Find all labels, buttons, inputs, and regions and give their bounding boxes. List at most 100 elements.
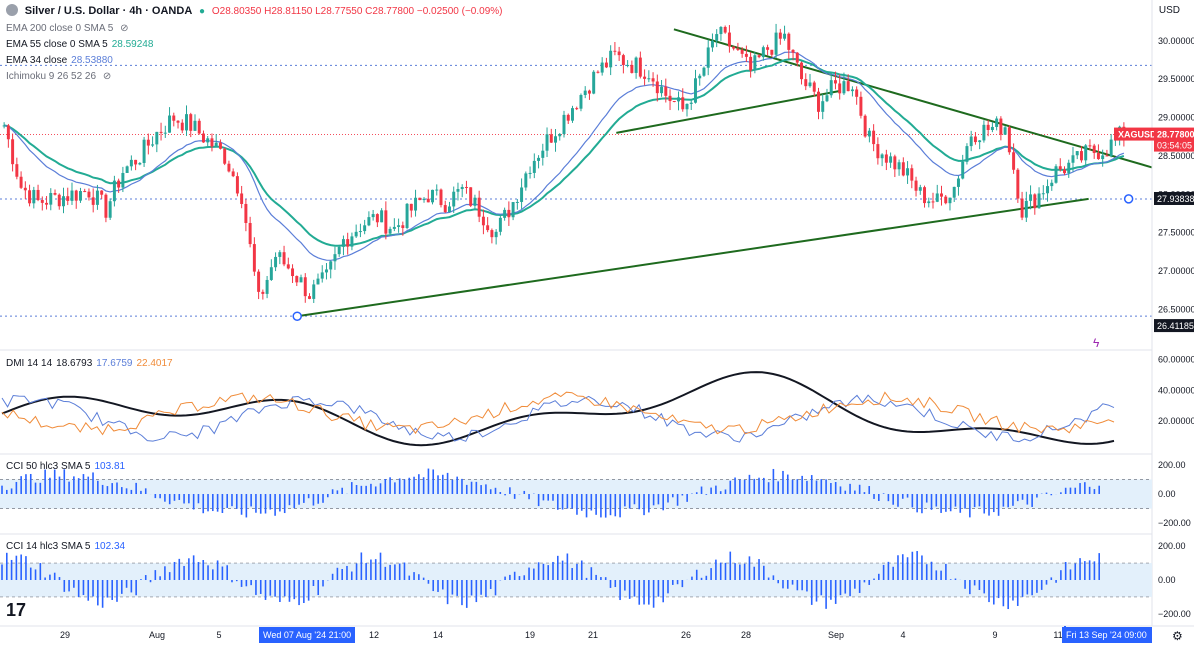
candle-body bbox=[655, 81, 659, 94]
price-tick-label: 27.00000 bbox=[1158, 266, 1194, 276]
candle-body bbox=[829, 80, 833, 96]
cci14-tick-label: 200.00 bbox=[1158, 541, 1186, 551]
cci50-label: CCI 50 hlc3 SMA 5 bbox=[6, 461, 91, 472]
candle-body bbox=[940, 193, 943, 197]
time-cursor-right-bg bbox=[1062, 627, 1152, 643]
cci50-legend[interactable]: CCI 50 hlc3 SMA 5 103.81 bbox=[6, 460, 129, 474]
symbol-title: Silver / U.S. Dollar · 4h · OANDA bbox=[24, 5, 193, 17]
candle-body bbox=[668, 95, 672, 102]
candle-body bbox=[753, 55, 757, 71]
candle-body bbox=[375, 214, 379, 223]
candle-body bbox=[426, 198, 430, 203]
candle-body bbox=[185, 114, 188, 131]
candle-body bbox=[45, 202, 49, 205]
cci14-legend[interactable]: CCI 14 hlc3 SMA 5 102.34 bbox=[6, 540, 129, 554]
resistance-tag-bg bbox=[1154, 191, 1194, 205]
candle-body bbox=[757, 55, 761, 58]
candle-body bbox=[935, 193, 939, 202]
price-gridlines bbox=[0, 64, 1152, 317]
candle-body bbox=[1105, 155, 1109, 157]
candle-body bbox=[927, 201, 931, 204]
candle-body bbox=[893, 156, 897, 170]
candle-body bbox=[460, 186, 464, 190]
candle-body bbox=[719, 26, 723, 35]
candle-body bbox=[867, 130, 871, 137]
candle-body bbox=[172, 115, 176, 121]
candle-body bbox=[545, 134, 549, 151]
hidden-eye-icon[interactable]: ⊘ bbox=[102, 71, 112, 82]
candle-body bbox=[155, 131, 159, 145]
ema34-line bbox=[3, 51, 1125, 261]
time-tick-label: 11 bbox=[1053, 630, 1062, 640]
price-tick-label: 30.00000 bbox=[1158, 36, 1194, 46]
candle-body bbox=[248, 222, 252, 245]
cci14-tick-label: −200.00 bbox=[1158, 609, 1191, 619]
candle-body bbox=[1024, 200, 1028, 218]
candle-body bbox=[401, 225, 405, 229]
ohlc-values: O28.80350 H28.81150 L28.77550 C28.77800 … bbox=[211, 6, 503, 17]
ichimoku-legend[interactable]: Ichimoku 9 26 52 26 ⊘ bbox=[6, 70, 115, 84]
ema55-legend[interactable]: EMA 55 close 0 SMA 5 28.59248 bbox=[6, 38, 157, 52]
candle-body bbox=[944, 196, 948, 204]
candle-body bbox=[956, 178, 960, 187]
last-price-tag-bg bbox=[1154, 127, 1194, 152]
candle-body bbox=[91, 197, 95, 205]
candle-body bbox=[354, 231, 358, 237]
candle-body bbox=[664, 86, 668, 96]
ema34-label: EMA 34 close bbox=[6, 55, 68, 66]
candle-body bbox=[210, 138, 214, 147]
cci14-pane[interactable] bbox=[0, 551, 1152, 610]
candle-body bbox=[274, 256, 278, 268]
candle-body bbox=[897, 162, 901, 170]
candle-body bbox=[948, 197, 952, 204]
dmi-pane[interactable] bbox=[1, 371, 1115, 447]
candle-body bbox=[62, 196, 65, 207]
trend-anchor-icon bbox=[292, 311, 302, 321]
candle-body bbox=[138, 162, 142, 165]
candle-body bbox=[600, 62, 604, 73]
candle-body bbox=[596, 71, 600, 73]
candle-body bbox=[986, 124, 990, 130]
candle-body bbox=[494, 231, 498, 238]
currency-label[interactable]: USD bbox=[1158, 5, 1180, 16]
candle-body bbox=[778, 32, 782, 39]
candle-body bbox=[727, 32, 731, 47]
trendline bbox=[616, 89, 842, 134]
candle-body bbox=[541, 150, 545, 158]
dmi-tick-label: 20.00000 bbox=[1158, 416, 1194, 426]
tradingview-logo-icon[interactable]: 17 bbox=[6, 600, 27, 620]
candle-body bbox=[1046, 186, 1050, 194]
candle-body bbox=[53, 193, 57, 195]
candle-body bbox=[324, 269, 328, 273]
candle-body bbox=[638, 57, 642, 77]
candle-body bbox=[252, 244, 256, 272]
candle-body bbox=[821, 101, 825, 112]
market-open-dot-icon: ● bbox=[199, 6, 206, 17]
candle-body bbox=[973, 136, 977, 143]
ema34-legend[interactable]: EMA 34 close 28.53880 bbox=[6, 54, 117, 68]
candle-body bbox=[15, 164, 19, 177]
price-pane[interactable] bbox=[0, 23, 1153, 321]
ichimoku-label: Ichimoku 9 26 52 26 bbox=[6, 71, 97, 82]
price-tick-label: 29.00000 bbox=[1158, 113, 1194, 123]
candle-body bbox=[1063, 169, 1066, 174]
candle-body bbox=[634, 57, 638, 73]
cci50-pane[interactable] bbox=[0, 468, 1152, 518]
candle-body bbox=[914, 180, 918, 191]
candle-body bbox=[456, 189, 460, 192]
candle-body bbox=[528, 172, 532, 174]
dmi-legend[interactable]: DMI 14 14 18.6793 17.6759 22.4017 bbox=[6, 357, 177, 371]
candle-body bbox=[562, 114, 566, 135]
candle-body bbox=[163, 132, 167, 134]
candle-body bbox=[906, 168, 910, 176]
last-price-tag: 28.77800 bbox=[1157, 130, 1194, 140]
price-tick-label: 27.50000 bbox=[1158, 228, 1194, 238]
symbol-legend[interactable]: Silver / U.S. Dollar · 4h · OANDA ● O28.… bbox=[6, 4, 507, 19]
hidden-eye-icon[interactable]: ⊘ bbox=[120, 23, 129, 34]
candle-body bbox=[549, 134, 553, 143]
minus-di-value: 22.4017 bbox=[136, 358, 173, 369]
candle-body bbox=[609, 50, 613, 68]
time-tick-label: Sep bbox=[828, 630, 844, 640]
ema200-legend[interactable]: EMA 200 close 0 SMA 5 ⊘ bbox=[6, 22, 132, 36]
